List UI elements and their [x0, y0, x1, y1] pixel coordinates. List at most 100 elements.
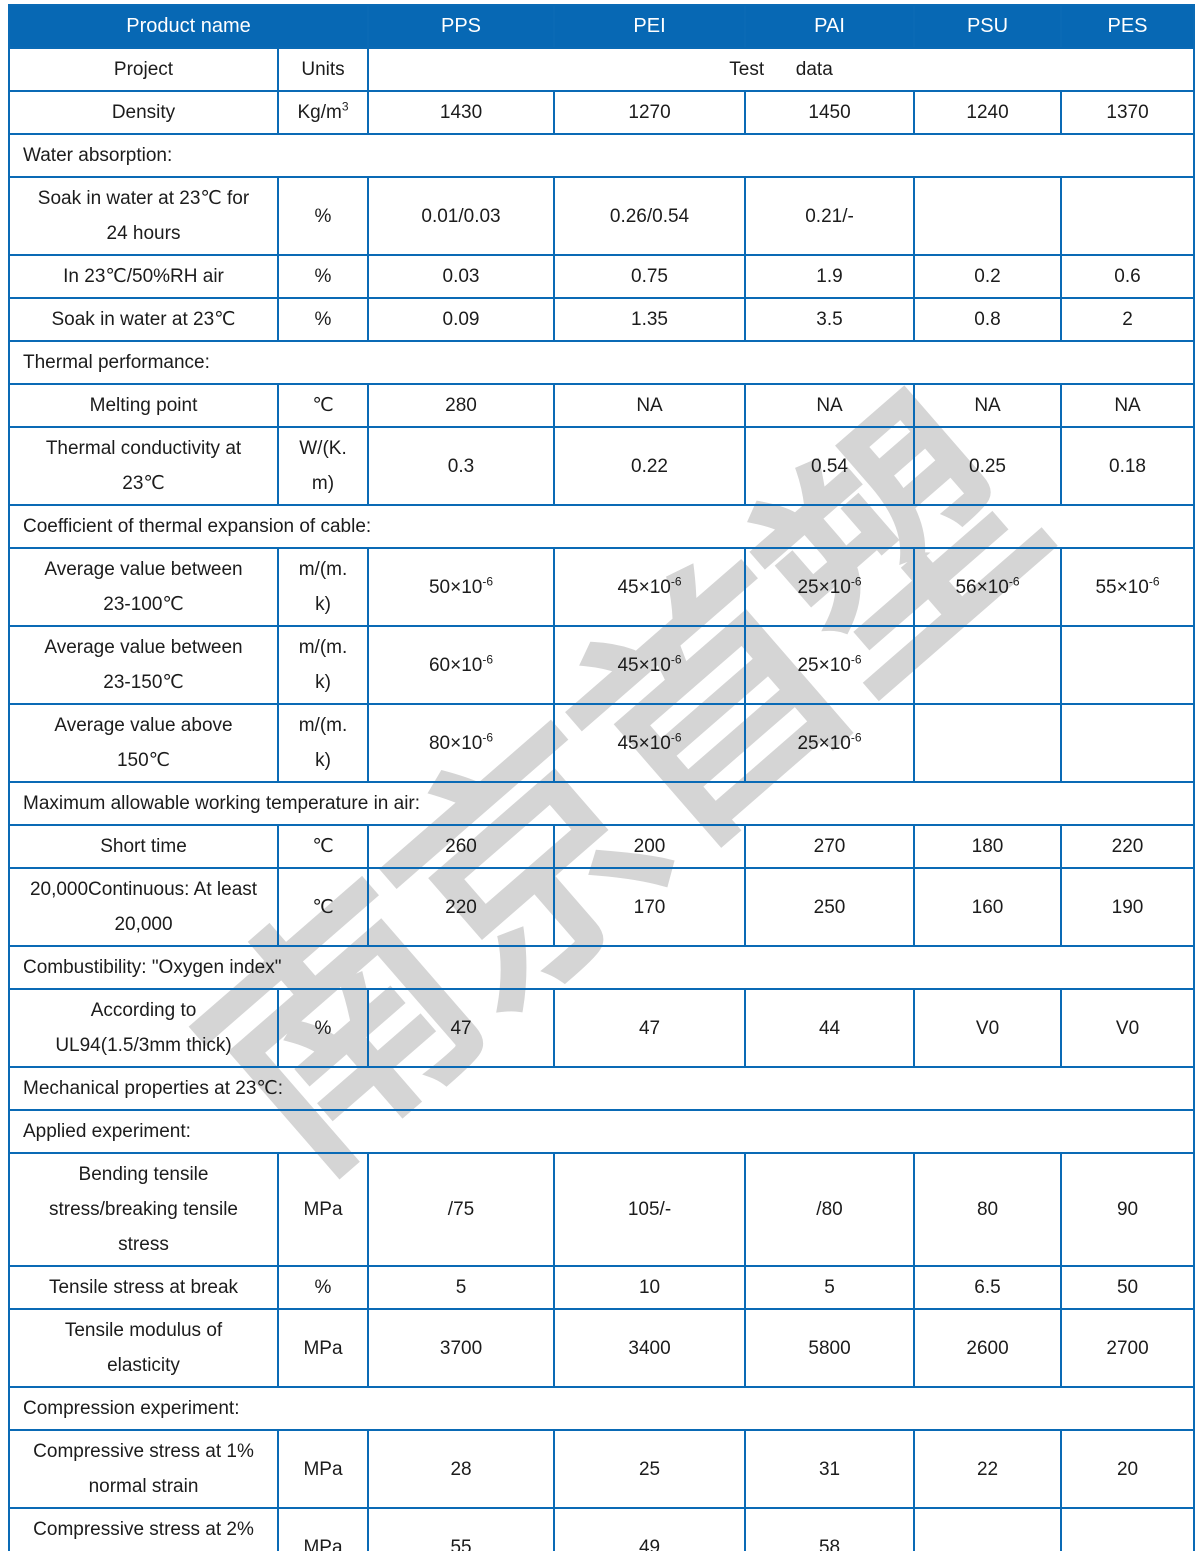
cell-value: 55×10-6: [1060, 547, 1196, 627]
section-row: Maximum allowable working temperature in…: [7, 781, 1196, 826]
cell-value: 44: [744, 988, 916, 1068]
column-header-pes: PES: [1060, 4, 1196, 49]
row-unit: %: [276, 254, 370, 299]
row-label: According to UL94(1.5/3mm thick): [8, 988, 279, 1068]
cell-value: 1430: [367, 90, 556, 135]
cell-value: 31: [744, 1429, 916, 1509]
cell-value: 20: [1060, 1429, 1196, 1509]
cell-value: NA: [553, 383, 747, 428]
data-row: Melting point ℃ 280 NA NA NA NA: [8, 383, 1196, 428]
row-unit: MPa: [276, 1507, 370, 1551]
row-label: Average value between 23-150℃: [8, 625, 279, 705]
data-row: Average value between 23-150℃ m/(m. k) 60×10…: [8, 625, 1196, 705]
cell-value: NA: [913, 383, 1063, 428]
cell-value: 3400: [553, 1308, 747, 1388]
cell-value: 25×10-6: [744, 625, 916, 705]
data-row: Average value above 150℃ m/(m. k) 80×10-6 45×…: [8, 703, 1196, 783]
row-unit: ℃: [276, 867, 370, 947]
data-row: Bending tensile stress/breaking tensile st…: [8, 1152, 1196, 1267]
row-unit: ℃: [276, 824, 370, 869]
row-unit: Kg/m3: [276, 90, 370, 135]
properties-table: Product name PPS PEI PAI PSU PES Project Uni…: [7, 4, 1196, 1551]
cell-value: 220: [1060, 824, 1196, 869]
cell-value: 60×10-6: [367, 625, 556, 705]
header-row: Product name PPS PEI PAI PSU PES: [7, 4, 1196, 49]
cell-value: 50: [1060, 1265, 1196, 1310]
row-label: In 23℃/50%RH air: [8, 254, 279, 299]
row-label: Bending tensile stress/breaking tensile st…: [8, 1152, 279, 1267]
cell-value: 0.01/0.03: [367, 176, 556, 256]
cell-value: /75: [367, 1152, 556, 1267]
data-row: In 23℃/50%RH air% 0.03 0.75 1.9 0.2 0.6: [8, 254, 1196, 299]
cell-value: 270: [744, 824, 916, 869]
row-unit: MPa: [276, 1429, 370, 1509]
subheader-row: Project Units Test data: [8, 47, 1196, 92]
row-unit: m/(m. k): [276, 547, 370, 627]
section-label: Maximum allowable working temperature in…: [7, 781, 1196, 826]
row-unit: %: [276, 1265, 370, 1310]
cell-value: 0.2: [913, 254, 1063, 299]
cell-value: 170: [553, 867, 747, 947]
row-label: Tensile modulus of elasticity: [8, 1308, 279, 1388]
cell-value: 260: [367, 824, 556, 869]
cell-value: 3.5: [744, 297, 916, 342]
cell-value: 58: [744, 1507, 916, 1551]
cell-value: 2600: [913, 1308, 1063, 1388]
cell-value: [913, 1507, 1063, 1551]
cell-value: 80: [913, 1152, 1063, 1267]
row-label: Compressive stress at 1% normal strain: [8, 1429, 279, 1509]
cell-value: V0: [1060, 988, 1196, 1068]
cell-value: 190: [1060, 867, 1196, 947]
data-row: Average value between 23-100℃ m/(m. k) 50×10…: [8, 547, 1196, 627]
data-row: Compressive stress at 1% normal strain MPa…: [8, 1429, 1196, 1509]
cell-value: 1270: [553, 90, 747, 135]
cell-value: NA: [1060, 383, 1196, 428]
cell-value: 1240: [913, 90, 1063, 135]
row-label: Thermal conductivity at 23℃: [8, 426, 279, 506]
cell-value: 1370: [1060, 90, 1196, 135]
data-row: Soak in water at 23℃% 0.09 1.35 3.5 0.8 2: [8, 297, 1196, 342]
section-row: Mechanical properties at 23℃:: [7, 1066, 1196, 1111]
cell-value: 2: [1060, 297, 1196, 342]
cell-value: 0.3: [367, 426, 556, 506]
row-label: Average value above 150℃: [8, 703, 279, 783]
section-label: Compression experiment:: [7, 1386, 1196, 1431]
project-label: Project: [8, 47, 279, 92]
cell-value: [1060, 176, 1196, 256]
cell-value: 200: [553, 824, 747, 869]
section-label: Applied experiment:: [7, 1109, 1196, 1154]
row-label: Compressive stress at 2%normal strain: [8, 1507, 279, 1551]
cell-value: [913, 625, 1063, 705]
cell-value: 160: [913, 867, 1063, 947]
cell-value: 80×10-6: [367, 703, 556, 783]
row-unit: m/(m. k): [276, 625, 370, 705]
test-data-label: Test data: [367, 47, 1196, 92]
cell-value: [1060, 625, 1196, 705]
cell-value: 22: [913, 1429, 1063, 1509]
row-unit: %: [276, 297, 370, 342]
table-body: Density Kg/m3 1430 1270 1450 1240 1370 Water ab…: [7, 90, 1196, 1551]
section-row: Combustibility: "Oxygen index": [7, 945, 1196, 990]
row-unit: m/(m. k): [276, 703, 370, 783]
cell-value: 5800: [744, 1308, 916, 1388]
cell-value: 5: [367, 1265, 556, 1310]
data-row: Density Kg/m3 1430 1270 1450 1240 1370: [8, 90, 1196, 135]
cell-value: 10: [553, 1265, 747, 1310]
cell-value: 45×10-6: [553, 547, 747, 627]
section-label: Combustibility: "Oxygen index": [7, 945, 1196, 990]
cell-value: 1.35: [553, 297, 747, 342]
cell-value: 25×10-6: [744, 703, 916, 783]
row-unit: MPa: [276, 1152, 370, 1267]
cell-value: /80: [744, 1152, 916, 1267]
cell-value: 280: [367, 383, 556, 428]
row-unit: MPa: [276, 1308, 370, 1388]
section-label: Mechanical properties at 23℃:: [7, 1066, 1196, 1111]
column-header-pps: PPS: [367, 4, 556, 49]
cell-value: 220: [367, 867, 556, 947]
cell-value: 0.54: [744, 426, 916, 506]
row-label: Density: [8, 90, 279, 135]
data-row: Soak in water at 23℃ for 24 hours% 0.01/0.…: [8, 176, 1196, 256]
row-label: Short time: [8, 824, 279, 869]
cell-value: 0.75: [553, 254, 747, 299]
